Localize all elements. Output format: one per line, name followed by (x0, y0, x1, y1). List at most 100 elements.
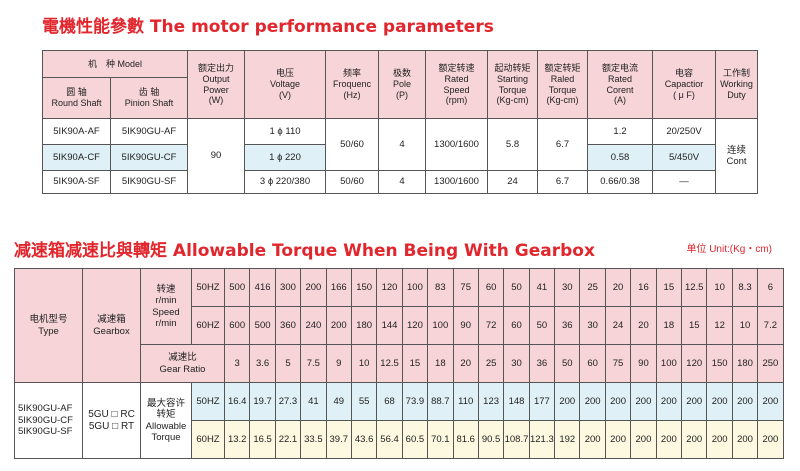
starting-torque-cell: 24 (487, 170, 539, 194)
rated-torque-cell: 6.7 (537, 118, 589, 171)
power-cell: 90 (187, 118, 246, 194)
pinion-shaft-cell: 5IK90GU-AF (109, 118, 189, 145)
speed-50hz-cell: 8.3 (731, 268, 759, 307)
torque-60hz-cell: 200 (731, 420, 759, 459)
speed-50hz-cell: 150 (350, 268, 378, 307)
torque-50hz-cell: 200 (604, 382, 632, 421)
speed-60hz-cell: 360 (274, 306, 302, 345)
torque-50hz-cell: 200 (731, 382, 759, 421)
speed-50hz-cell: 416 (249, 268, 276, 307)
gear-ratio-cell: 15 (401, 344, 429, 383)
header-output-power: 额定出力 Output Power (W) (187, 50, 246, 119)
header-duty: 工作制 Working Duty (715, 50, 759, 119)
torque-60hz-cell: 200 (757, 420, 784, 459)
speed-60hz-cell: 600 (223, 306, 251, 345)
voltage-cell: 3 ϕ 220/380 (244, 170, 327, 194)
torque-50hz-cell: 110 (452, 382, 479, 421)
speed-60hz-cell: 120 (401, 306, 429, 345)
capacitor-cell: 5/450V (652, 144, 717, 171)
speed-50hz-cell: 120 (376, 268, 403, 307)
header-allowable-torque: 最大容许 转矩 Allowable Torque (140, 382, 192, 459)
gear-ratio-cell: 50 (554, 344, 581, 383)
header-rated-torque: 额定转矩 Raled Torque (Kg-cm) (537, 50, 589, 119)
speed-60hz-cell: 7.2 (757, 306, 784, 345)
header-gearbox: 减速箱 Gearbox (82, 268, 141, 383)
pinion-shaft-cell: 5IK90GU-SF (109, 170, 189, 194)
gear-ratio-cell: 75 (604, 344, 632, 383)
gear-ratio-cell: 90 (630, 344, 657, 383)
speed-60hz-cell: 18 (655, 306, 683, 345)
header-capacitor: 电容 Capactior ( μ F) (652, 50, 717, 119)
torque-60hz-cell: 200 (681, 420, 708, 459)
speed-60hz-cell: 50 (528, 306, 556, 345)
round-shaft-cell: 5IK90A-AF (42, 118, 111, 145)
speed-60hz-label: 60HZ (191, 306, 225, 345)
speed-50hz-cell: 20 (604, 268, 632, 307)
gear-ratio-cell: 25 (477, 344, 505, 383)
speed-50hz-cell: 15 (655, 268, 683, 307)
speed-50hz-cell: 16 (630, 268, 657, 307)
gear-ratio-cell: 5 (274, 344, 302, 383)
speed-50hz-cell: 75 (452, 268, 479, 307)
rated-torque-cell: 6.7 (537, 170, 589, 194)
torque-50hz-cell: 55 (350, 382, 378, 421)
performance-title: 電機性能參數 The motor performance parameters (42, 17, 494, 37)
speed-50hz-cell: 60 (477, 268, 505, 307)
gearbox-title: 减速箱减速比與轉矩 Allowable Torque When Being Wi… (14, 241, 595, 261)
torque-50hz-cell: 27.3 (274, 382, 302, 421)
torque-50hz-cell: 200 (655, 382, 683, 421)
torque-60hz-cell: 200 (706, 420, 733, 459)
torque-50hz-cell: 41 (300, 382, 327, 421)
speed-60hz-cell: 60 (503, 306, 530, 345)
torque-50hz-cell: 68 (376, 382, 403, 421)
current-cell: 0.66/0.38 (587, 170, 654, 194)
gearbox-table: 电机型号 Type 减速箱 Gearbox 转速 r/min Speed r/m… (14, 268, 784, 459)
pole-cell: 4 (378, 118, 427, 171)
pinion-shaft-cell: 5IK90GU-CF (109, 144, 189, 171)
speed-60hz-cell: 72 (477, 306, 505, 345)
header-gear-ratio: 减速比 Gear Ratio (140, 344, 225, 383)
speed-cell: 1300/1600 (425, 170, 489, 194)
table-row: 5IK90A-CF 5IK90GU-CF 1 ϕ 220 0.58 5/450V (42, 144, 758, 171)
speed-50hz-cell: 166 (325, 268, 352, 307)
torque-50hz-cell: 200 (554, 382, 581, 421)
header-starting-torque: 起动转矩 Starting Torque (Kg-cm) (487, 50, 539, 119)
speed-50hz-cell: 25 (579, 268, 606, 307)
torque-50hz-cell: 200 (757, 382, 784, 421)
frequency-cell: 50/60 (325, 118, 380, 171)
speed-60hz-cell: 15 (681, 306, 708, 345)
speed-50hz-cell: 30 (554, 268, 581, 307)
torque-60hz-cell: 200 (630, 420, 657, 459)
frequency-cell: 50/60 (325, 170, 380, 194)
starting-torque-cell: 5.8 (487, 118, 539, 171)
speed-60hz-cell: 144 (376, 306, 403, 345)
speed-60hz-cell: 90 (452, 306, 479, 345)
speed-cell: 1300/1600 (425, 118, 489, 171)
speed-60hz-cell: 24 (604, 306, 632, 345)
torque-50hz-cell: 177 (528, 382, 556, 421)
torque-60hz-cell: 13.2 (223, 420, 251, 459)
gear-ratio-cell: 120 (681, 344, 708, 383)
speed-50hz-cell: 500 (223, 268, 251, 307)
torque-60hz-cell: 90.5 (477, 420, 505, 459)
torque-50hz-cell: 148 (503, 382, 530, 421)
torque-50hz-cell: 123 (477, 382, 505, 421)
header-frequency: 频率 Froquenc (Hz) (325, 50, 380, 119)
header-model: 机 种 Model (41, 50, 189, 78)
table-row: 5IK90A-AF 5IK90GU-AF 90 1 ϕ 110 50/60 4 … (42, 118, 759, 194)
speed-60hz-cell: 180 (350, 306, 378, 345)
round-shaft-cell: 5IK90A-SF (42, 170, 111, 194)
pole-cell: 4 (378, 170, 427, 194)
torque-60hz-cell: 16.5 (249, 420, 276, 459)
table-row: 减速比 Gear Ratio 3 3.6 5 7.5 9 10 12.5 15 18 20 25 30… (14, 344, 784, 383)
torque-60hz-cell: 108.7 (503, 420, 530, 459)
torque-60hz-cell: 200 (604, 420, 632, 459)
gear-ratio-cell: 180 (731, 344, 759, 383)
header-round-shaft: 圆 轴 Round Shaft (42, 77, 111, 119)
duty-cell: 连续 Cont (715, 118, 759, 194)
torque-60hz-cell: 70.1 (427, 420, 454, 459)
torque-60hz-cell: 60.5 (401, 420, 429, 459)
torque-50hz-cell: 73.9 (401, 382, 429, 421)
table-row: 5IK90GU-AF 5IK90GU-CF 5IK90GU-SF 5GU □ R… (14, 382, 784, 459)
gear-ratio-cell: 250 (757, 344, 784, 383)
